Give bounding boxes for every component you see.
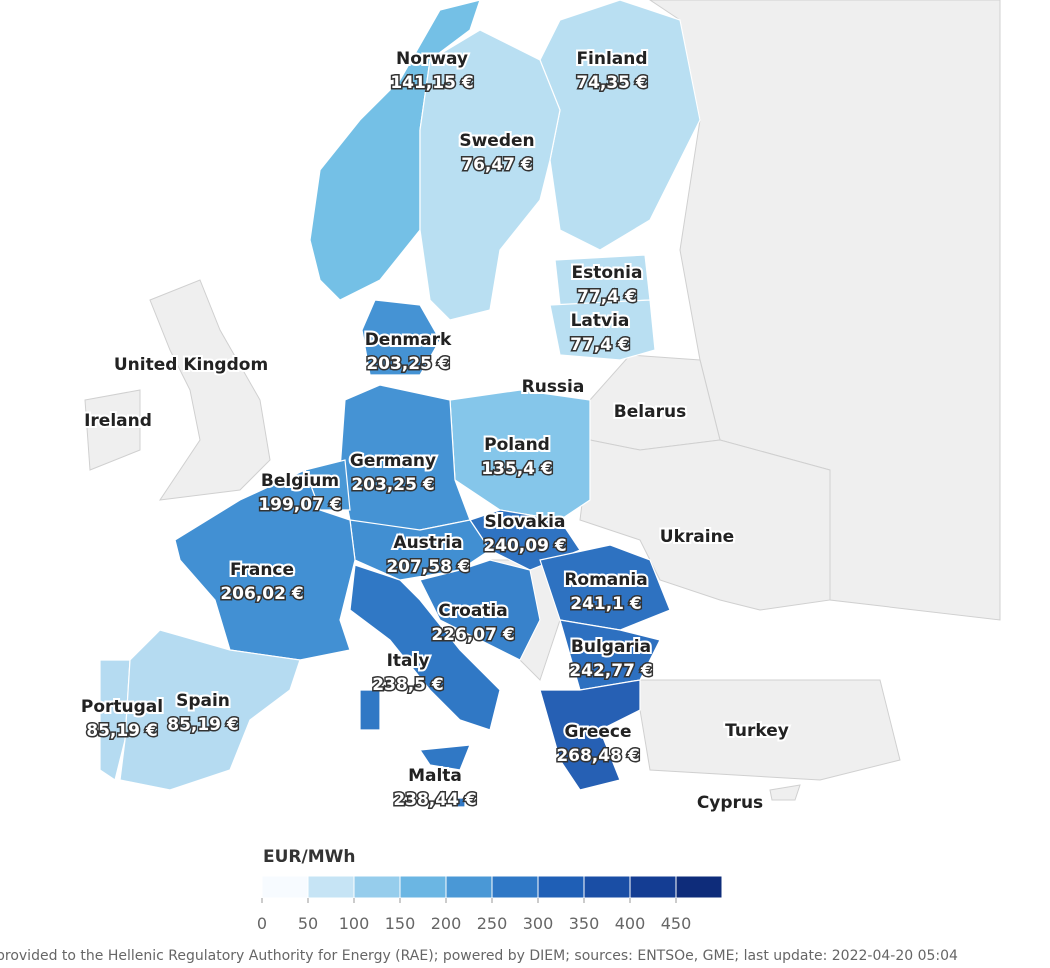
country-price: 206,02 € <box>220 584 303 604</box>
country-price: 242,77 € <box>569 661 652 681</box>
country-shape <box>361 299 441 376</box>
country-shape <box>119 629 301 791</box>
country-shape <box>549 299 656 361</box>
country-name: Ireland <box>84 411 152 431</box>
country-name: Latvia <box>571 311 630 331</box>
country-name: Denmark <box>365 330 452 350</box>
country-shape <box>359 689 381 731</box>
country-shape <box>418 744 471 771</box>
country-shape <box>559 619 661 691</box>
country-name: Belarus <box>614 402 686 422</box>
country-shape <box>452 797 466 808</box>
country-name: Belgium <box>261 471 339 491</box>
country-name: Austria <box>393 533 462 553</box>
country-name: Slovakia <box>485 512 566 532</box>
colorbar-segment <box>399 875 447 899</box>
country-name: Italy <box>387 651 430 671</box>
country-name: France <box>230 560 294 580</box>
country-shape <box>539 679 641 791</box>
colorbar-segment <box>675 875 723 899</box>
country-shape <box>174 469 356 661</box>
country-name: United Kingdom <box>114 355 268 375</box>
country-price: 241,1 € <box>570 594 642 614</box>
country-price: 76,47 € <box>461 155 533 175</box>
colorbar-segment <box>307 875 355 899</box>
country-price: 203,25 € <box>351 475 434 495</box>
country-name: Norway <box>396 49 468 69</box>
country-name: Poland <box>484 435 550 455</box>
country-price: 141,15 € <box>390 73 473 93</box>
country-price: 77,4 € <box>577 287 637 307</box>
tick-label: 50 <box>298 914 318 933</box>
country-name: Greece <box>564 722 631 742</box>
tick-label: 250 <box>477 914 508 933</box>
country-shape <box>419 29 561 321</box>
country-price: 85,19 € <box>167 715 239 735</box>
background-countries <box>84 0 1001 801</box>
country-name: Cyprus <box>697 793 763 813</box>
country-shape <box>309 0 481 301</box>
legend-title: EUR/MWh <box>263 847 356 867</box>
country-price: 77,4 € <box>570 335 630 355</box>
cyprus-shape <box>769 784 801 801</box>
country-name: Portugal <box>81 697 163 717</box>
tick-label: 350 <box>569 914 600 933</box>
country-name: Romania <box>564 570 647 590</box>
tick-label: 450 <box>661 914 692 933</box>
country-name: Russia <box>522 377 585 397</box>
tick-label: 400 <box>615 914 646 933</box>
country-price: 199,07 € <box>258 495 341 515</box>
country-price: 226,07 € <box>431 625 514 645</box>
colorbar: 0 50 100 150 200 250 300 350 400 450 <box>257 875 723 933</box>
tick-label: 0 <box>257 914 267 933</box>
country-name: Croatia <box>438 601 507 621</box>
colorbar-segment <box>583 875 631 899</box>
colorbar-segment <box>445 875 493 899</box>
country-shape <box>419 559 541 661</box>
country-price: 238,44 € <box>393 790 476 810</box>
tick-label: 100 <box>339 914 370 933</box>
footer: provided to the Hellenic Regulatory Auth… <box>0 948 958 964</box>
country-name: Spain <box>176 691 230 711</box>
ireland-shape <box>84 389 141 471</box>
country-shape <box>539 0 701 251</box>
country-name: Estonia <box>572 263 643 283</box>
country-price: 238,5 € <box>372 675 444 695</box>
country-shape <box>449 389 591 521</box>
country-shapes <box>99 0 701 808</box>
country-name: Ukraine <box>660 527 734 547</box>
country-price: 268,48 € <box>556 746 639 766</box>
country-price: 207,58 € <box>386 557 469 577</box>
country-price: 74,35 € <box>576 73 648 93</box>
colorbar-segment <box>537 875 585 899</box>
country-name: Sweden <box>459 131 534 151</box>
country-shape <box>349 519 491 581</box>
ukraine-shape <box>579 439 831 611</box>
country-name: Malta <box>408 766 462 786</box>
country-name: Finland <box>576 49 647 69</box>
country-price: 240,09 € <box>483 536 566 556</box>
tick-label: 300 <box>523 914 554 933</box>
country-name: Bulgaria <box>571 637 651 657</box>
colorbar-segment <box>629 875 677 899</box>
country-name: Turkey <box>725 721 789 741</box>
country-shape <box>349 564 501 731</box>
tick-label: 200 <box>431 914 462 933</box>
colorbar-segment <box>353 875 401 899</box>
country-price: 85,19 € <box>86 721 158 741</box>
country-price: 135,4 € <box>481 459 553 479</box>
tick-label: 150 <box>385 914 416 933</box>
country-shape <box>99 659 131 781</box>
uk-shape <box>149 279 271 501</box>
colorbar-segment <box>491 875 539 899</box>
country-name: Germany <box>350 451 436 471</box>
colorbar-segment <box>261 875 309 899</box>
country-price: 203,25 € <box>366 354 449 374</box>
labels: Norway 141,15 € Finland 74,35 € Sweden 76,47 … <box>79 47 791 815</box>
